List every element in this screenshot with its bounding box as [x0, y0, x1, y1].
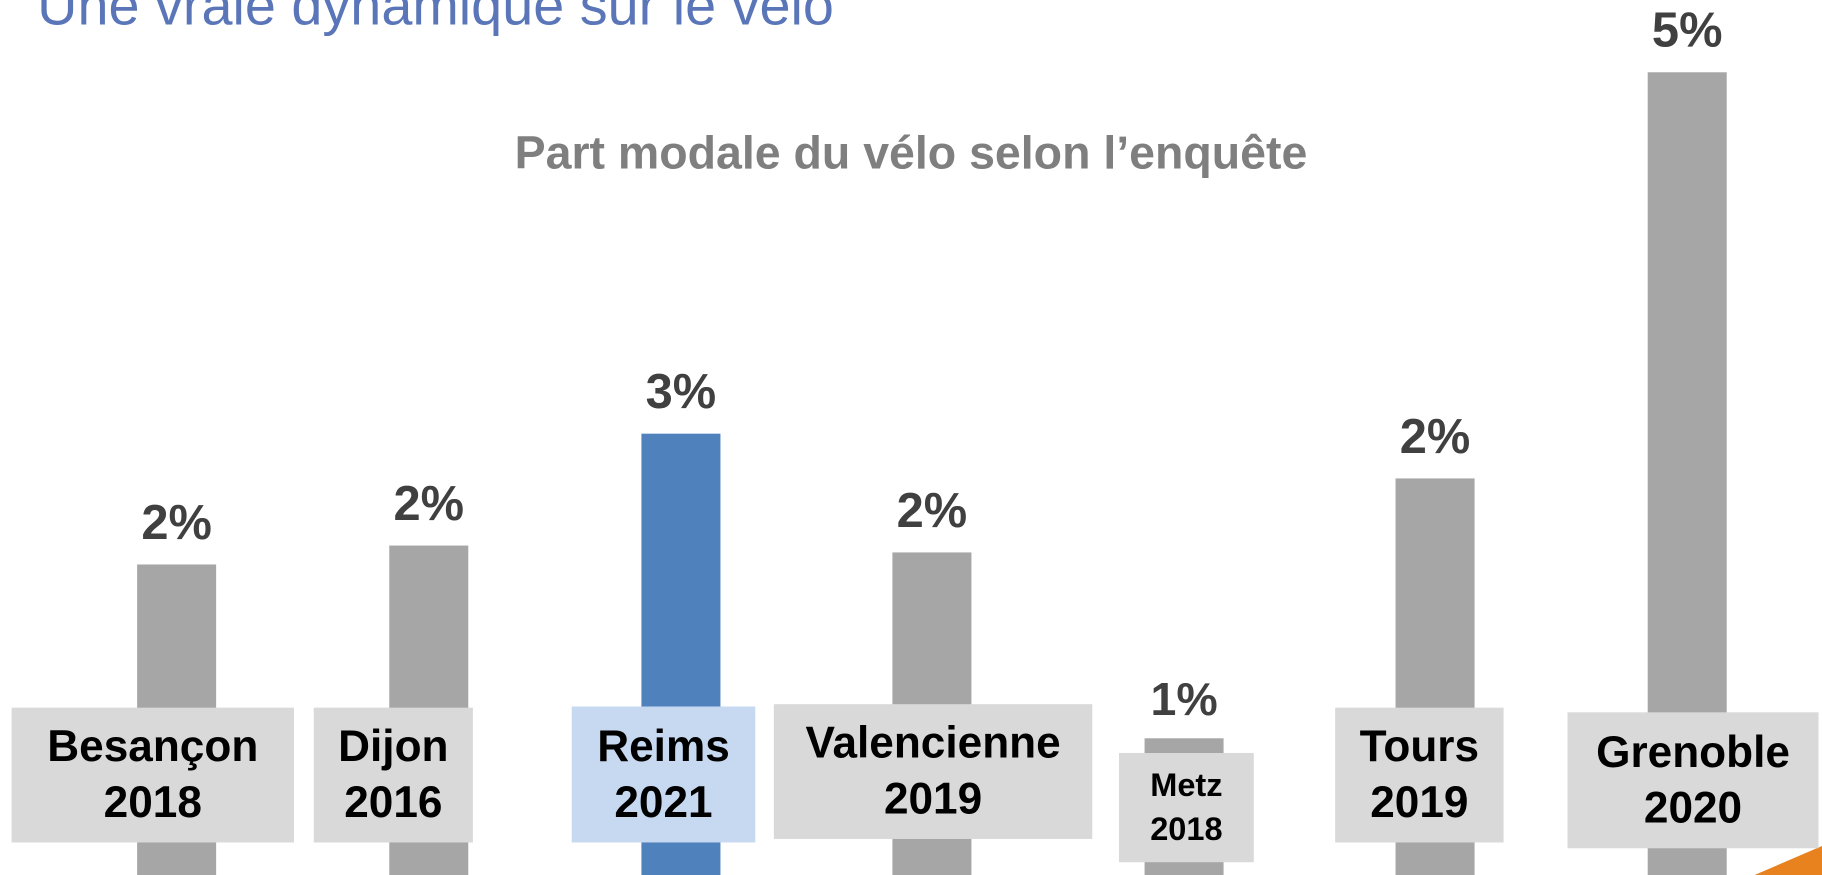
value-label: 3% [646, 365, 717, 419]
category-label: Besançon 2018 [11, 707, 294, 843]
category-label: Tours 2019 [1335, 707, 1504, 843]
page-title: Une vraie dynamique sur le vélo [37, 0, 834, 38]
corner-decoration [1754, 845, 1822, 875]
category-label: Valencienne 2019 [773, 704, 1093, 839]
category-label: Reims 2021 [571, 706, 756, 843]
value-label: 1% [1150, 673, 1217, 725]
category-label: Grenoble 2020 [1567, 712, 1819, 849]
category-label: Dijon 2016 [313, 707, 473, 843]
value-label: 2% [897, 484, 968, 538]
value-label: 2% [1400, 410, 1471, 464]
value-label: 2% [141, 496, 212, 550]
chart-title: Part modale du vélo selon l’enquête [515, 126, 1308, 178]
value-label: 2% [394, 477, 465, 531]
value-label: 5% [1652, 4, 1723, 58]
category-label: Metz 2018 [1118, 752, 1254, 863]
